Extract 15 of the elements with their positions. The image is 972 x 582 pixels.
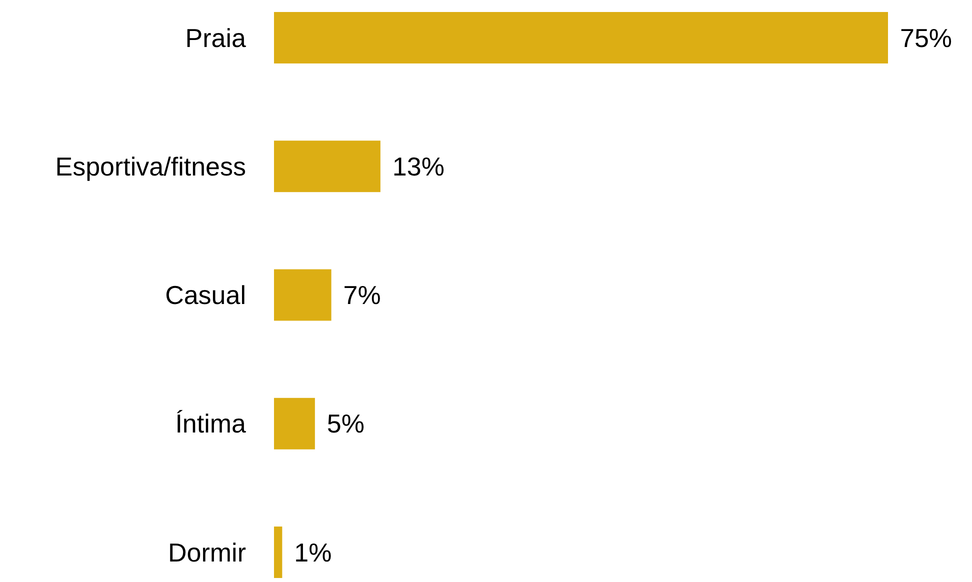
data-label: 1% xyxy=(294,537,332,568)
y-tick-label: Esportiva/fitness xyxy=(55,151,246,182)
bar xyxy=(274,269,332,321)
bar xyxy=(274,526,282,578)
y-tick-label: Íntima xyxy=(175,408,247,439)
bar xyxy=(274,12,888,64)
data-label: 7% xyxy=(343,280,381,310)
y-tick-label: Casual xyxy=(165,280,246,310)
y-tick-label: Praia xyxy=(185,22,247,53)
data-label: 5% xyxy=(326,408,365,439)
bar xyxy=(274,140,380,192)
data-label: 13% xyxy=(392,151,444,182)
y-tick-label: Dormir xyxy=(168,537,246,568)
data-label: 75% xyxy=(900,22,952,53)
bar xyxy=(274,398,315,450)
